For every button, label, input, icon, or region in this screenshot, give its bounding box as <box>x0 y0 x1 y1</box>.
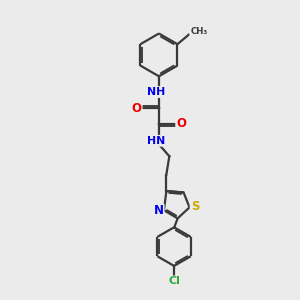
Text: NH: NH <box>147 87 166 97</box>
Text: N: N <box>154 204 164 218</box>
Text: O: O <box>132 102 142 115</box>
Text: HN: HN <box>147 136 166 146</box>
Text: O: O <box>176 117 186 130</box>
Text: S: S <box>190 200 199 213</box>
Text: Cl: Cl <box>168 276 180 286</box>
Text: CH₃: CH₃ <box>190 27 208 36</box>
